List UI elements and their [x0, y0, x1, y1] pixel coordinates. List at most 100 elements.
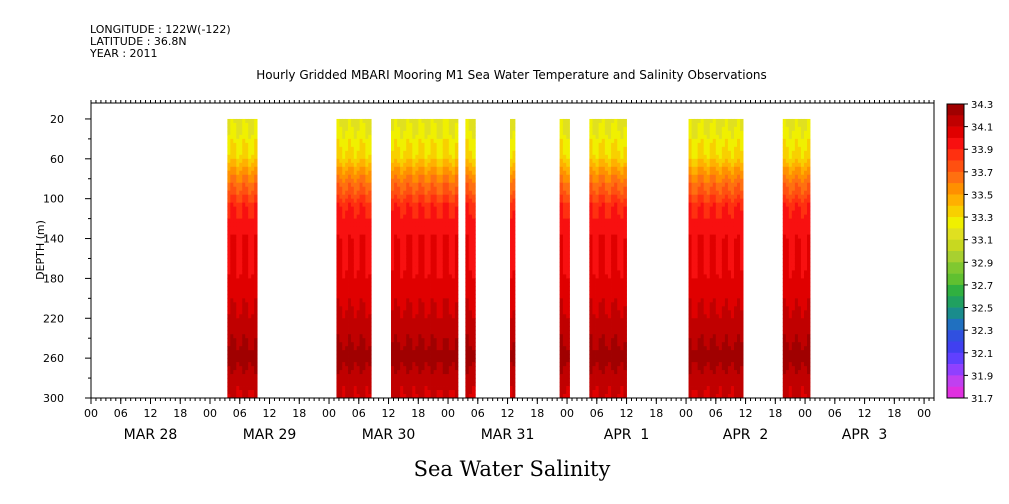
- salinity-cell: [245, 354, 249, 359]
- salinity-cell: [697, 386, 702, 391]
- salinity-cell: [230, 202, 234, 208]
- salinity-cell: [451, 358, 456, 363]
- salinity-cell: [336, 150, 340, 156]
- salinity-cell: [415, 266, 419, 271]
- salinity-cell: [345, 246, 349, 251]
- salinity-cell: [336, 134, 340, 140]
- salinity-cell: [617, 210, 621, 216]
- salinity-cell: [403, 394, 407, 399]
- salinity-cell: [700, 390, 705, 395]
- salinity-cell: [242, 258, 246, 263]
- salinity-cell: [394, 298, 398, 303]
- salinity-cell: [562, 154, 567, 160]
- salinity-cell: [566, 174, 570, 180]
- salinity-cell: [403, 214, 407, 220]
- salinity-cell: [430, 290, 435, 295]
- salinity-cell: [607, 154, 612, 160]
- salinity-cell: [611, 258, 615, 263]
- salinity-cell: [472, 174, 476, 180]
- salinity-cell: [365, 274, 369, 279]
- salinity-cell: [595, 358, 600, 363]
- salinity-cell: [700, 154, 705, 160]
- salinity-cell: [397, 202, 401, 208]
- salinity-cell: [353, 130, 358, 136]
- salinity-cell: [510, 310, 513, 315]
- salinity-cell: [510, 382, 513, 387]
- data-segment: [688, 118, 744, 399]
- salinity-cell: [700, 202, 705, 208]
- salinity-cell: [248, 194, 252, 200]
- salinity-cell: [598, 222, 603, 227]
- salinity-cell: [236, 210, 240, 216]
- salinity-cell: [227, 194, 231, 200]
- salinity-cell: [394, 222, 398, 227]
- salinity-cell: [510, 210, 513, 216]
- salinity-cell: [510, 374, 513, 379]
- salinity-cell: [227, 270, 231, 275]
- salinity-cell: [620, 234, 624, 239]
- salinity-cell: [691, 274, 695, 279]
- salinity-cell: [512, 338, 516, 343]
- salinity-cell: [589, 286, 593, 291]
- salinity-cell: [362, 294, 366, 299]
- salinity-cell: [451, 142, 456, 148]
- salinity-cell: [694, 186, 699, 192]
- salinity-cell: [336, 222, 340, 227]
- salinity-cell: [510, 238, 513, 243]
- salinity-cell: [242, 242, 246, 247]
- salinity-cell: [614, 210, 618, 216]
- salinity-cell: [623, 270, 627, 275]
- salinity-cell: [436, 198, 441, 204]
- salinity-cell: [611, 358, 615, 363]
- salinity-cell: [227, 278, 231, 283]
- salinity-cell: [623, 150, 627, 156]
- salinity-cell: [562, 298, 567, 303]
- salinity-cell: [691, 362, 695, 367]
- salinity-cell: [415, 250, 419, 255]
- salinity-cell: [448, 230, 453, 235]
- salinity-cell: [362, 330, 366, 335]
- salinity-cell: [236, 290, 240, 295]
- salinity-cell: [251, 246, 255, 251]
- salinity-cell: [691, 262, 695, 267]
- salinity-cell: [359, 290, 363, 295]
- salinity-cell: [254, 334, 258, 339]
- salinity-cell: [566, 382, 570, 387]
- salinity-cell: [614, 138, 618, 144]
- salinity-cell: [709, 150, 714, 156]
- salinity-cell: [454, 386, 459, 391]
- salinity-cell: [614, 314, 618, 319]
- salinity-cell: [691, 190, 695, 196]
- salinity-cell: [451, 322, 456, 327]
- salinity-cell: [421, 370, 425, 375]
- salinity-cell: [436, 282, 441, 287]
- salinity-cell: [362, 350, 366, 355]
- salinity-cell: [566, 394, 570, 399]
- salinity-cell: [559, 350, 564, 355]
- salinity-cell: [403, 174, 407, 180]
- salinity-cell: [342, 130, 346, 136]
- salinity-cell: [433, 246, 438, 251]
- salinity-cell: [697, 346, 702, 351]
- salinity-cell: [465, 306, 470, 311]
- salinity-cell: [623, 314, 627, 319]
- salinity-cell: [397, 174, 401, 180]
- salinity-cell: [356, 278, 360, 283]
- salinity-cell: [365, 378, 369, 383]
- salinity-cell: [345, 374, 349, 379]
- salinity-cell: [620, 286, 624, 291]
- salinity-cell: [598, 254, 603, 259]
- salinity-cell: [688, 170, 692, 176]
- salinity-cell: [468, 134, 473, 140]
- salinity-cell: [472, 190, 476, 196]
- salinity-cell: [227, 326, 231, 331]
- salinity-cell: [353, 386, 358, 391]
- salinity-cell: [427, 330, 431, 335]
- salinity-cell: [472, 262, 476, 267]
- salinity-cell: [339, 362, 343, 367]
- salinity-cell: [245, 290, 249, 295]
- salinity-cell: [601, 238, 606, 243]
- salinity-cell: [239, 250, 243, 255]
- salinity-cell: [409, 170, 413, 176]
- salinity-cell: [439, 378, 444, 383]
